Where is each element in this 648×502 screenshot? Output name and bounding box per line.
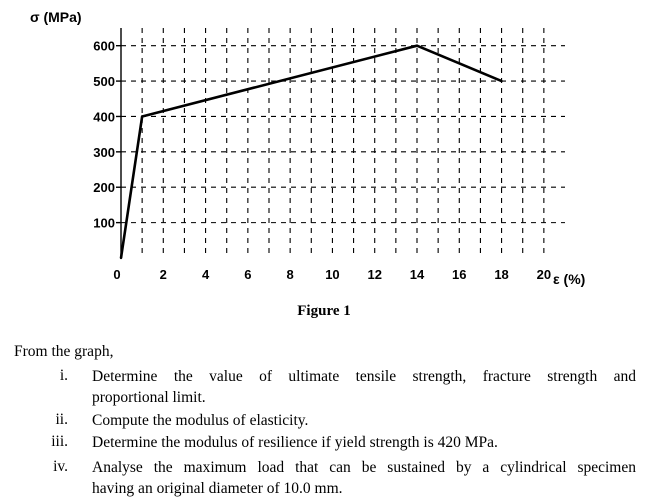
question-4-line-2: having an original diameter of 10.0 mm. xyxy=(92,480,343,497)
question-2-line-1: Compute the modulus of elasticity. xyxy=(92,412,309,429)
x-tick-label-2: 2 xyxy=(160,267,167,282)
series-line-0 xyxy=(119,44,503,259)
figure-caption: Figure 1 xyxy=(297,303,351,319)
question-3-line-1: Determine the modulus of resilience if y… xyxy=(92,434,498,451)
y-tick-label-200: 200 xyxy=(93,180,115,195)
x-tick-label-14: 14 xyxy=(410,267,425,282)
y-tick-label-400: 400 xyxy=(93,109,115,124)
x-tick-label-0: 0 xyxy=(113,267,120,282)
y-tick-label-500: 500 xyxy=(93,74,115,89)
x-tick-label-10: 10 xyxy=(325,267,339,282)
x-tick-label-18: 18 xyxy=(494,267,508,282)
question-4-line-1: Analyse the maximum load that can be sus… xyxy=(92,459,636,476)
x-tick-label-4: 4 xyxy=(202,267,210,282)
series-point-0 xyxy=(119,256,123,260)
question-1-line-2: proportional limit. xyxy=(92,389,206,406)
x-axis-label: ε (%) xyxy=(553,271,585,287)
x-tick-labels: 0 2 4 6 8 10 12 14 16 18 20 xyxy=(113,267,551,282)
y-tick-labels: 100 200 300 400 500 600 xyxy=(93,39,115,231)
x-tick-label-8: 8 xyxy=(287,267,294,282)
stress-strain-chart: 100 200 300 400 500 600 0 2 4 6 8 10 12 14 16 18 20 σ (… xyxy=(30,9,585,287)
x-tick-label-12: 12 xyxy=(367,267,381,282)
chart-series xyxy=(119,44,503,260)
x-tick-label-6: 6 xyxy=(244,267,251,282)
questions-intro: From the graph, xyxy=(14,343,114,360)
x-tick-label-20: 20 xyxy=(537,267,551,282)
series-point-1 xyxy=(140,115,144,118)
chart-grid xyxy=(121,28,565,258)
y-tick-label-100: 100 xyxy=(93,216,115,231)
question-1-number: i. xyxy=(59,367,68,384)
y-axis-label: σ (MPa) xyxy=(30,9,82,25)
y-tick-label-300: 300 xyxy=(93,145,115,160)
question-2-number: ii. xyxy=(55,411,69,428)
series-point-3 xyxy=(500,79,503,83)
question-4-number: iv. xyxy=(53,458,68,475)
chart-axes xyxy=(116,28,122,258)
y-tick-label-600: 600 xyxy=(93,39,115,54)
question-3-number: iii. xyxy=(51,433,68,450)
question-1-line-1: Determine the value of ultimate tensile … xyxy=(92,368,636,385)
x-tick-label-16: 16 xyxy=(452,267,466,282)
series-point-2 xyxy=(415,44,419,47)
